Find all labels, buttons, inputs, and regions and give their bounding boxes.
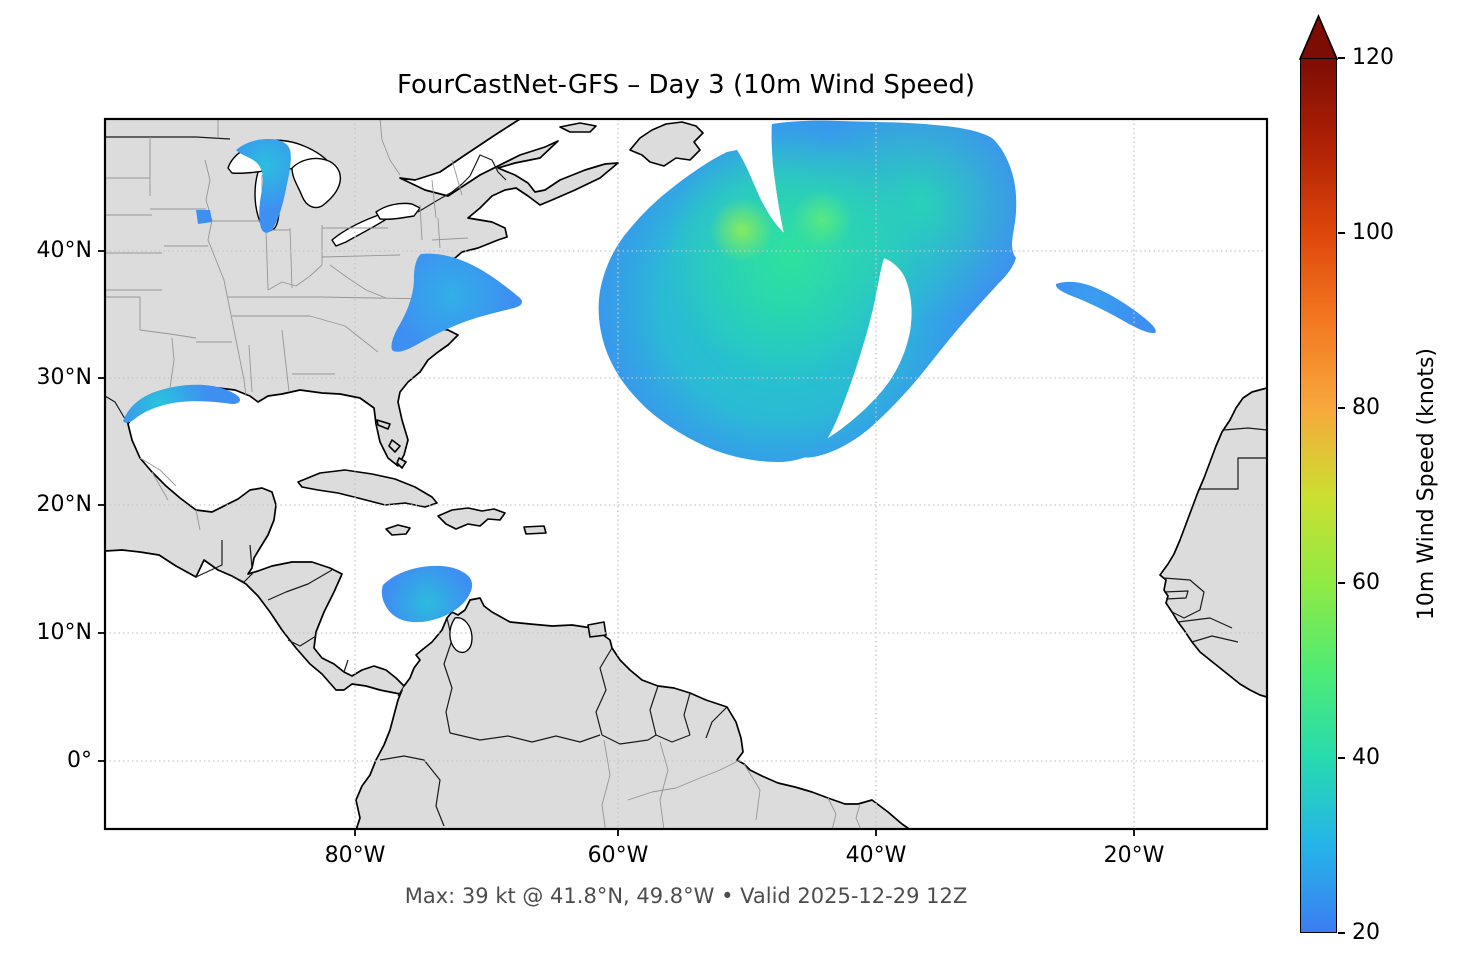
lake-huron [291,157,342,209]
wind-field [123,120,1156,623]
y-tick-10n: 10°N [36,620,92,645]
country-borders [105,136,1267,827]
x-tick-80w: 80°W [324,843,386,868]
cuba [297,469,438,508]
islands [297,121,704,638]
newfoundland [629,121,704,167]
colorbar [1300,58,1337,933]
x-tick-40w: 40°W [845,843,907,868]
colorbar-tick-60 [1338,582,1345,584]
y-tick-20n: 20°N [36,492,92,517]
plot-frame [103,117,1269,831]
colorbar-axis-label: 10m Wind Speed (knots) [1413,348,1439,621]
wind-blob-iowa [196,210,212,224]
colorbar-label-80: 80 [1352,395,1380,420]
wind-blob-caribbean-core [381,565,473,623]
colorbar-extend-arrow [1298,13,1339,60]
colorbar-label-60: 60 [1352,570,1380,595]
lake-maracaibo [449,617,473,653]
wind-blob-us-east-coast-core [391,253,522,352]
land-africa [1159,387,1267,698]
bahamas [376,419,407,469]
x-tick-20w: 20°W [1103,843,1165,868]
anticosti [559,122,597,133]
colorbar-label-100: 100 [1352,220,1394,245]
gridlines [105,119,1267,829]
colorbar-label-20: 20 [1352,920,1380,945]
colorbar-label-40: 40 [1352,745,1380,770]
colorbar-tick-120 [1338,57,1345,59]
lake-ontario [375,202,421,220]
trinidad [587,621,607,638]
y-tick-30n: 30°N [36,365,92,390]
colorbar-tick-20 [1338,932,1345,934]
colorbar-label-120: 120 [1352,45,1394,70]
y-tick-40n: 40°N [36,238,92,263]
wind-blob-mid-atlantic [598,120,1017,462]
wind-blob-azores-streak-core [1055,281,1156,334]
puerto-rico [523,525,547,535]
map-plot [98,117,1269,836]
wind-blob-gulf-coast-core [123,384,240,423]
colorbar-tick-40 [1338,757,1345,759]
colorbar-tick-80 [1338,407,1345,409]
plot-title: FourCastNet-GFS – Day 3 (10m Wind Speed) [396,70,976,100]
axis-tick-marks [98,250,1135,836]
max-valid-caption: Max: 39 kt @ 41.8°N, 49.8°W • Valid 2025… [404,884,968,908]
hispaniola [437,507,506,530]
wind-blob-lake-michigan-core [236,139,291,233]
x-tick-60w: 60°W [587,843,649,868]
y-tick-0: 0° [67,748,92,773]
jamaica [385,524,411,536]
colorbar-tick-100 [1338,232,1345,234]
